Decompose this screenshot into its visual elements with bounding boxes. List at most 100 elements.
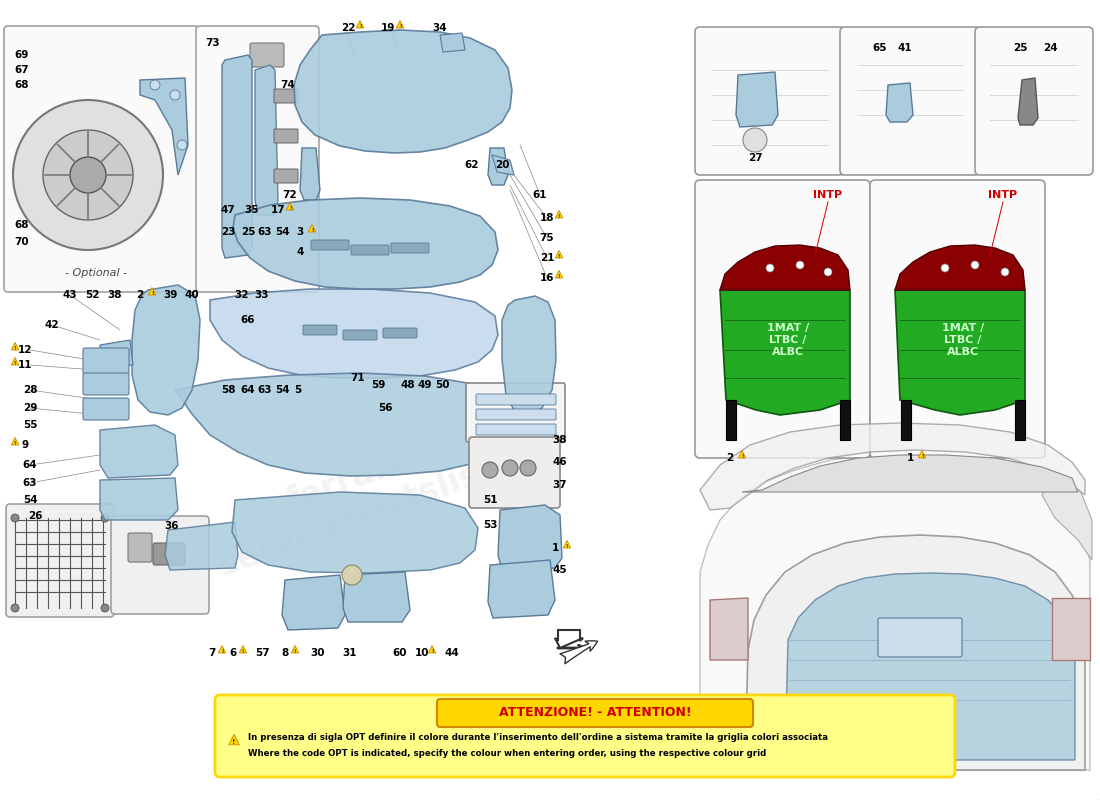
Text: 25: 25 [1013,43,1027,53]
Text: ferrari
servicepartslist: ferrari servicepartslist [201,417,499,583]
FancyBboxPatch shape [878,618,962,657]
Text: !: ! [431,649,433,654]
Text: 28: 28 [23,385,37,395]
Polygon shape [556,250,563,258]
Text: 72: 72 [283,190,297,200]
Polygon shape [1018,78,1038,125]
Polygon shape [742,455,1078,492]
Text: 55: 55 [23,420,37,430]
Polygon shape [556,210,563,218]
Polygon shape [710,598,748,660]
Polygon shape [720,245,850,290]
Text: 10: 10 [415,648,429,658]
Text: - Optional -: - Optional - [65,268,128,278]
Text: 2: 2 [726,453,734,463]
Text: 64: 64 [241,385,255,395]
Circle shape [482,462,498,478]
Text: 20: 20 [495,160,509,170]
Polygon shape [11,342,19,350]
Polygon shape [11,438,19,445]
Polygon shape [11,358,19,365]
FancyBboxPatch shape [695,180,870,458]
Text: 37: 37 [552,480,568,490]
Circle shape [342,565,362,585]
Text: 16: 16 [540,273,554,283]
FancyBboxPatch shape [351,245,389,255]
Circle shape [101,514,109,522]
FancyBboxPatch shape [6,504,114,617]
Polygon shape [1052,598,1090,660]
FancyBboxPatch shape [250,43,284,67]
FancyBboxPatch shape [311,240,349,250]
Text: 46: 46 [552,457,568,467]
FancyBboxPatch shape [82,348,129,374]
Text: 5: 5 [295,385,301,395]
Text: In presenza di sigla OPT definire il colore durante l'inserimento dell'ordine a : In presenza di sigla OPT definire il col… [248,734,828,742]
FancyBboxPatch shape [214,695,955,777]
Text: !: ! [740,454,744,458]
Polygon shape [300,148,320,200]
Circle shape [502,460,518,476]
Text: 1MAT /
LTBC /
ALBC: 1MAT / LTBC / ALBC [942,323,985,357]
Text: !: ! [232,739,235,746]
Text: 44: 44 [444,648,460,658]
Text: 40: 40 [185,290,199,300]
Text: 1: 1 [551,543,559,553]
Text: 26: 26 [28,511,42,521]
Text: 42: 42 [45,320,59,330]
Circle shape [824,268,832,276]
Text: 41: 41 [898,43,912,53]
Text: 54: 54 [275,385,289,395]
Text: 65: 65 [872,43,888,53]
Text: !: ! [288,206,292,210]
Text: 35: 35 [244,205,260,215]
Polygon shape [895,290,1025,415]
Circle shape [170,90,180,100]
Text: 8: 8 [282,648,288,658]
Text: 36: 36 [165,521,179,531]
Polygon shape [308,225,316,232]
FancyBboxPatch shape [476,424,556,435]
Polygon shape [488,148,508,185]
Text: 74: 74 [280,80,296,90]
FancyBboxPatch shape [975,27,1093,175]
Polygon shape [233,198,498,289]
Text: !: ! [294,649,296,654]
Text: 49: 49 [418,380,432,390]
Circle shape [11,514,19,522]
FancyBboxPatch shape [274,89,298,103]
Polygon shape [282,575,345,630]
Text: 7: 7 [208,648,216,658]
Text: 38: 38 [552,435,568,445]
Polygon shape [140,78,188,175]
Polygon shape [218,646,226,653]
Polygon shape [356,21,364,28]
Text: 18: 18 [540,213,554,223]
Text: !: ! [558,214,560,218]
Text: 53: 53 [483,520,497,530]
Text: 21: 21 [540,253,554,263]
Text: 61: 61 [532,190,548,200]
Text: 3: 3 [296,227,304,237]
Text: 56: 56 [377,403,393,413]
Polygon shape [563,541,571,548]
Circle shape [70,157,106,193]
Text: !: ! [565,544,569,549]
FancyBboxPatch shape [695,27,845,175]
Text: ATTENZIONE! - ATTENTION!: ATTENZIONE! - ATTENTION! [498,706,691,719]
FancyBboxPatch shape [153,543,185,565]
Polygon shape [100,478,178,520]
Text: 50: 50 [434,380,449,390]
FancyBboxPatch shape [343,330,377,340]
Polygon shape [760,573,1075,760]
Text: 73: 73 [206,38,220,48]
Text: !: ! [398,24,402,29]
Text: 2: 2 [136,290,144,300]
FancyBboxPatch shape [870,180,1045,458]
Polygon shape [100,425,178,478]
FancyBboxPatch shape [274,129,298,143]
Circle shape [796,261,804,269]
Circle shape [177,140,187,150]
FancyBboxPatch shape [111,516,209,614]
Polygon shape [175,373,520,476]
